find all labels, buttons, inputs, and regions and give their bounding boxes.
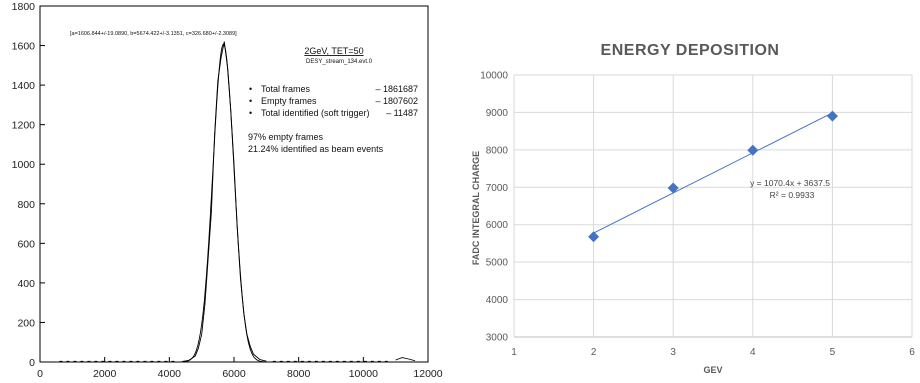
legend-value-total-frames: – 1861687	[375, 84, 418, 94]
legend-value-empty-frames: – 1807602	[375, 96, 418, 106]
histogram-title: 2GeV, TET=50	[304, 46, 363, 56]
y-tick-label: 1600	[12, 41, 36, 53]
energy-x-axis-label: GEV	[703, 365, 722, 375]
y-tick-label: 1200	[12, 120, 36, 132]
x-tick-label: 12000	[413, 368, 442, 380]
energy-x-tick-label: 3	[670, 347, 676, 358]
trendline-equation: y = 1070.4x + 3637.5	[750, 178, 830, 188]
y-tick-label: 800	[17, 199, 35, 211]
trendline-r-squared: R² = 0.9933	[770, 190, 815, 200]
x-tick-label: 8000	[287, 368, 311, 380]
y-tick-label: 1000	[12, 159, 36, 171]
legend-label-empty-frames: Empty frames	[261, 96, 317, 106]
energy-y-tick-label: 7000	[486, 183, 509, 194]
histogram-subtitle: DESY_stream_134.evt.0	[306, 59, 373, 65]
energy-gridlines	[513, 74, 913, 338]
y-tick-label: 200	[17, 317, 35, 329]
energy-x-tick-label: 2	[591, 347, 597, 358]
energy-y-tick-label: 9000	[486, 108, 509, 119]
y-tick-label: 400	[17, 278, 35, 290]
energy-y-axis-label: FADC INTEGRAL CHARGE	[471, 151, 481, 265]
energy-data-point	[747, 144, 759, 156]
energy-y-tick-label: 3000	[486, 333, 509, 344]
energy-x-tick-label: 4	[750, 347, 756, 358]
legend-label-total-identified: Total identified (soft trigger)	[261, 108, 370, 118]
y-tick-label: 600	[17, 238, 35, 250]
energy-title: ENERGY DEPOSITION	[601, 42, 780, 59]
histogram-line	[182, 41, 267, 362]
energy-data-point	[588, 231, 600, 243]
histogram-tail	[395, 357, 416, 362]
legend-label-total-frames: Total frames	[261, 84, 311, 94]
energy-y-tick-label: 4000	[486, 295, 509, 306]
legend-bullet: •	[249, 84, 252, 94]
energy-y-tick-label: 5000	[486, 258, 509, 269]
note-empty-frames: 97% empty frames	[248, 132, 324, 142]
energy-x-tick-label: 6	[909, 347, 915, 358]
energy-y-tick-label: 8000	[486, 145, 509, 156]
gaussian-fit-curve	[162, 43, 286, 363]
energy-y-tick-label: 6000	[486, 220, 509, 231]
y-tick-label: 0	[29, 357, 35, 369]
energy-data-point	[667, 182, 679, 194]
legend-value-total-identified: – 11487	[386, 108, 418, 118]
note-beam-events: 21.24% identified as beam events	[248, 144, 384, 154]
x-tick-label: 2000	[93, 368, 117, 380]
energy-ticks: 3000 4000 5000 6000 7000 8000 9000 10000 1 2 3 4 5 6	[480, 71, 915, 359]
legend-bullet: •	[249, 108, 252, 118]
trendline	[593, 112, 833, 234]
fit-parameters: [a=1606.844+/-19.0890, b=5674.422+/-3.13…	[70, 31, 237, 37]
histogram-chart: 0 2000 4000 6000 8000 10000 12000 0 200 400 600 800…	[12, 1, 443, 380]
histogram-ticks: 0 2000 4000 6000 8000 10000 12000 0 200 400 600 800…	[12, 1, 443, 380]
x-tick-label: 10000	[349, 368, 378, 380]
energy-y-tick-label: 10000	[480, 71, 508, 82]
energy-x-tick-label: 1	[511, 347, 517, 358]
legend-bullet: •	[249, 96, 252, 106]
y-tick-label: 1400	[12, 80, 36, 92]
energy-data-point	[826, 110, 838, 122]
y-tick-label: 1800	[12, 1, 36, 13]
energy-x-tick-label: 5	[830, 347, 836, 358]
x-tick-label: 4000	[158, 368, 182, 380]
x-tick-label: 6000	[222, 368, 246, 380]
x-tick-label: 0	[37, 368, 43, 380]
energy-data-points	[588, 110, 838, 243]
